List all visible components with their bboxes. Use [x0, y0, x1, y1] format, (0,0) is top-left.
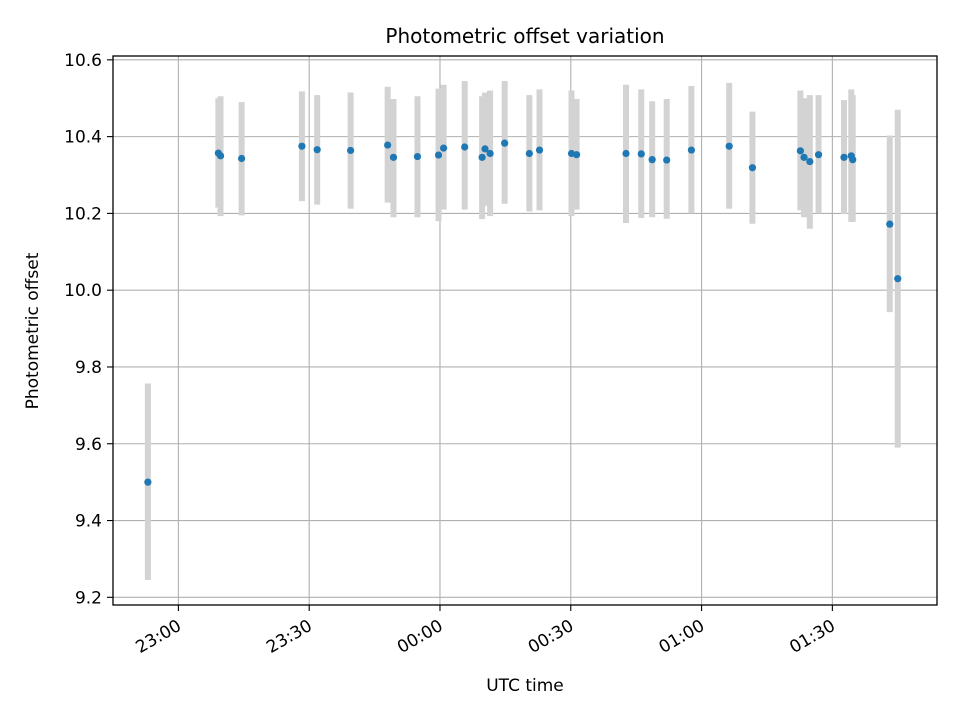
data-point	[687, 146, 695, 154]
data-point	[525, 149, 533, 158]
data-point	[814, 151, 823, 159]
data-point	[413, 152, 422, 161]
data-point	[796, 147, 804, 155]
data-point	[849, 156, 857, 164]
x-axis-label: UTC time	[486, 676, 564, 696]
data-point	[347, 146, 355, 155]
plot-area-frame	[112, 55, 938, 606]
chart-title: Photometric offset variation	[385, 24, 664, 48]
grid-layer	[113, 56, 937, 605]
y-tick-label: 9.2	[75, 588, 102, 608]
data-point	[572, 151, 581, 159]
y-tick-label: 10.2	[64, 204, 102, 224]
data-point	[894, 275, 902, 283]
point-layer	[144, 139, 902, 486]
data-point	[238, 154, 246, 163]
y-tick-label: 10.4	[64, 128, 102, 148]
data-point	[840, 153, 848, 161]
x-tick-label: 23:30	[263, 616, 315, 658]
data-point	[434, 151, 443, 159]
data-point	[144, 478, 152, 486]
data-point	[384, 141, 392, 149]
data-point	[637, 150, 645, 158]
x-tick-label: 23:00	[132, 616, 184, 658]
data-point	[725, 142, 733, 150]
errorbar-layer	[144, 80, 901, 581]
data-point	[501, 139, 509, 147]
data-point	[461, 143, 469, 151]
data-point	[481, 145, 489, 153]
data-point	[313, 146, 321, 154]
y-tick-label: 10.0	[64, 281, 102, 301]
data-point	[486, 149, 494, 158]
tick-layer: 23:00 23:30 00:00 00:30 01:00 01:30 9.2 9.4 9.6 9…	[64, 51, 839, 658]
data-point	[663, 156, 671, 164]
data-point	[800, 153, 808, 161]
data-point	[886, 220, 894, 228]
y-tick-label: 9.4	[75, 512, 102, 532]
y-tick-label: 10.6	[64, 51, 102, 71]
data-point	[622, 149, 630, 158]
data-point	[440, 144, 448, 152]
data-point	[806, 157, 814, 166]
data-point	[535, 146, 544, 154]
data-point	[216, 152, 225, 160]
x-tick-label: 00:00	[394, 616, 446, 658]
x-tick-label: 00:30	[525, 616, 577, 658]
y-tick-label: 9.6	[75, 435, 102, 455]
data-point	[478, 153, 486, 161]
y-axis-label: Photometric offset	[23, 252, 43, 409]
x-tick-label: 01:00	[656, 616, 708, 658]
data-point	[748, 164, 757, 172]
y-tick-label: 9.8	[75, 358, 102, 378]
data-point	[648, 156, 656, 164]
data-point	[298, 142, 306, 150]
x-tick-label: 01:30	[786, 616, 838, 658]
data-point	[389, 153, 398, 161]
